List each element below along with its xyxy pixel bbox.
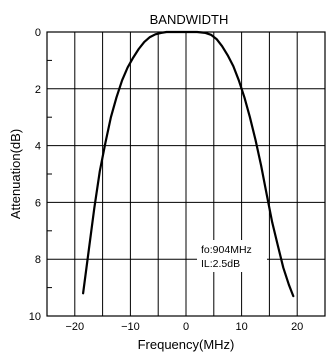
axis-ticks [47,60,52,287]
annotation-line-1: fo:904MHz [201,244,252,256]
y-tick-label: 8 [35,254,41,266]
x-axis-label: Frequency(MHz) [138,337,235,352]
x-tick-label: −20 [65,321,84,333]
x-tick-label: 0 [183,321,189,333]
y-axis-label: Attenuation(dB) [8,129,23,219]
tick-labels: 0 2 4 6 8 10 −20 −10 0 10 20 [29,27,304,333]
y-tick-label: 0 [35,27,41,39]
y-tick-label: 2 [35,84,41,96]
y-tick-label: 10 [29,311,41,323]
annotation-line-2: IL:2.5dB [201,258,240,270]
x-tick-label: −10 [121,321,140,333]
chart-title: BANDWIDTH [150,12,229,27]
x-tick-label: 20 [291,321,303,333]
x-tick-label: 10 [235,321,247,333]
y-tick-label: 4 [35,141,41,153]
grid-lines [47,32,325,316]
y-tick-label: 6 [35,197,41,209]
